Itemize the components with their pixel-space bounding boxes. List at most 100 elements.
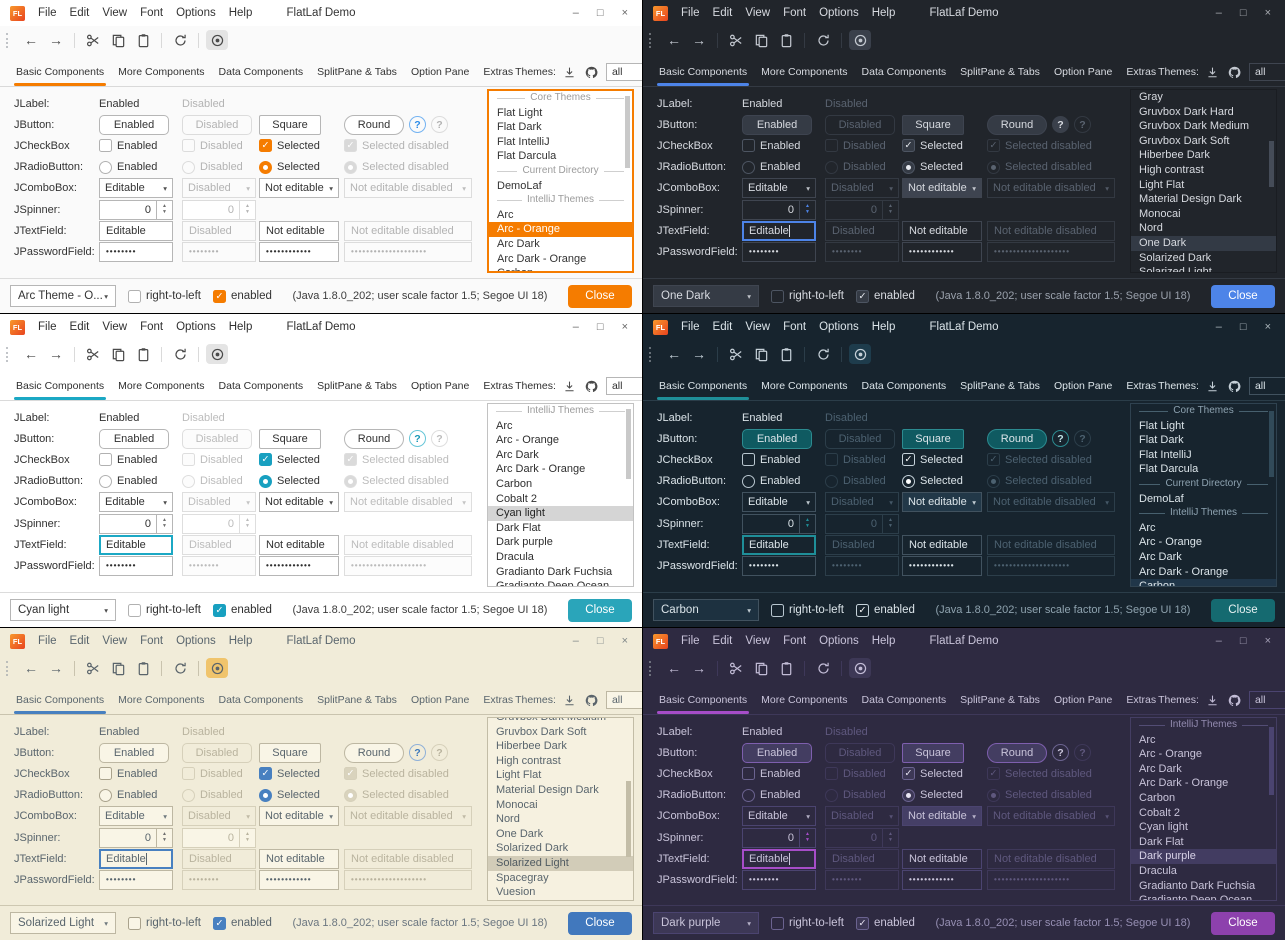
theme-list-item[interactable]: IntelliJ Themes xyxy=(488,404,633,419)
theme-list-item[interactable]: Solarized Dark xyxy=(496,842,569,855)
checkbox-enabled[interactable]: Enabled xyxy=(99,139,182,153)
back-button[interactable]: ← xyxy=(24,346,38,362)
textfield-editable[interactable]: Editable xyxy=(742,848,816,869)
theme-list-item[interactable]: Light Flat xyxy=(1139,178,1185,191)
spinner-enabled[interactable]: 0 ▲ ▼ xyxy=(742,827,816,848)
round-button[interactable]: Round xyxy=(344,114,404,135)
spinner-enabled[interactable]: 0 ▲ ▼ xyxy=(99,827,173,848)
spinner-arrows-icon[interactable]: ▲ ▼ xyxy=(156,514,172,533)
forward-button[interactable]: → xyxy=(49,660,63,676)
checkbox-enabled[interactable]: Enabled xyxy=(99,767,182,781)
theme-list-item[interactable]: Flat Light xyxy=(1139,419,1185,432)
close-dialog-button[interactable]: Close xyxy=(1211,598,1275,622)
theme-selector-combo[interactable]: Solarized Light ▾ xyxy=(10,912,116,934)
tab[interactable]: Option Pane xyxy=(410,380,470,392)
passwordfield-enabled[interactable]: •••••••• xyxy=(99,869,173,890)
radio-selected[interactable]: Selected xyxy=(259,160,344,174)
theme-filter-combo[interactable]: all▾ xyxy=(1248,377,1285,395)
theme-list-item[interactable]: Solarized Light xyxy=(488,855,633,871)
menu-item[interactable]: Edit xyxy=(712,7,733,19)
tab[interactable]: Basic Components xyxy=(657,380,750,400)
theme-list-item[interactable]: Dracula xyxy=(496,550,534,563)
help-button[interactable]: ? xyxy=(1052,116,1069,134)
theme-list-item[interactable]: DemoLaf xyxy=(1139,492,1184,505)
tab[interactable]: More Components xyxy=(761,694,848,706)
scrollbar-thumb[interactable] xyxy=(626,781,631,857)
square-button[interactable]: Square xyxy=(259,742,321,763)
square-button[interactable]: Square xyxy=(902,428,964,449)
checkbox-selected[interactable]: Selected xyxy=(902,453,987,467)
theme-list-item[interactable]: Arc - Orange xyxy=(1139,748,1202,761)
radio-enabled[interactable]: Enabled xyxy=(742,160,825,174)
theme-list-item[interactable]: Arc xyxy=(1139,733,1156,746)
passwordfield-not-editable[interactable]: •••••••••••• xyxy=(259,555,339,576)
minimize-button[interactable]: – xyxy=(572,635,579,647)
menu-item[interactable]: Edit xyxy=(69,635,90,647)
passwordfield-enabled[interactable]: •••••••• xyxy=(99,241,173,262)
forward-button[interactable]: → xyxy=(692,660,706,676)
textfield-not-editable[interactable]: Not editable xyxy=(902,848,982,869)
paste-icon[interactable] xyxy=(775,30,797,50)
minimize-button[interactable]: – xyxy=(572,321,579,333)
theme-list-item[interactable]: Core Themes xyxy=(489,91,632,106)
tab[interactable]: Data Components xyxy=(218,694,304,706)
close-window-button[interactable]: × xyxy=(1264,321,1271,333)
help-button[interactable]: ? xyxy=(409,744,426,762)
theme-list-item[interactable]: Arc - Orange xyxy=(489,222,632,237)
download-icon[interactable] xyxy=(562,378,578,394)
copy-icon[interactable] xyxy=(107,658,129,678)
refresh-icon[interactable] xyxy=(812,658,834,678)
theme-list-item[interactable]: Dracula xyxy=(1139,864,1177,877)
tab[interactable]: Option Pane xyxy=(1053,694,1113,706)
tab[interactable]: Option Pane xyxy=(1053,380,1113,392)
theme-selector-combo[interactable]: Cyan light ▾ xyxy=(10,599,116,621)
theme-list-item[interactable]: Arc xyxy=(1139,521,1156,534)
menu-item[interactable]: Options xyxy=(176,321,216,333)
menu-item[interactable]: Edit xyxy=(69,321,90,333)
textfield-editable[interactable]: Editable xyxy=(99,220,173,241)
textfield-editable[interactable]: Editable xyxy=(99,848,173,869)
theme-list-item[interactable]: One Dark xyxy=(496,827,544,840)
theme-list-item[interactable]: Nord xyxy=(496,813,520,826)
theme-list-item[interactable]: Arc Dark xyxy=(1139,762,1182,775)
enabled-button[interactable]: Enabled xyxy=(742,114,812,135)
menu-item[interactable]: Options xyxy=(819,321,859,333)
tab[interactable]: SplitPane & Tabs xyxy=(960,66,1040,78)
menu-item[interactable]: Edit xyxy=(712,321,733,333)
theme-list-item[interactable]: Arc - Orange xyxy=(1139,536,1202,549)
theme-list-item[interactable]: Gradianto Deep Ocean xyxy=(1139,894,1253,901)
menu-item[interactable]: Options xyxy=(819,635,859,647)
right-to-left-checkbox[interactable]: right-to-left xyxy=(771,916,844,930)
round-button[interactable]: Round xyxy=(344,428,404,449)
radio-enabled[interactable]: Enabled xyxy=(742,788,825,802)
theme-list-item[interactable]: Flat IntelliJ xyxy=(497,135,550,148)
close-window-button[interactable]: × xyxy=(1264,7,1271,19)
tab[interactable]: Basic Components xyxy=(14,380,107,400)
theme-list-item[interactable]: Solarized Dark xyxy=(1139,251,1212,264)
theme-selector-combo[interactable]: Carbon ▾ xyxy=(653,599,759,621)
theme-filter-combo[interactable]: all▾ xyxy=(1248,691,1285,709)
theme-list-item[interactable]: Flat Dark xyxy=(497,121,542,134)
theme-list-item[interactable]: Arc - Orange xyxy=(496,434,559,447)
enabled-checkbox[interactable]: enabled xyxy=(212,916,272,930)
eye-toggle-button[interactable] xyxy=(849,30,871,50)
menu-item[interactable]: Help xyxy=(228,321,253,333)
menu-item[interactable]: Options xyxy=(176,7,216,19)
refresh-icon[interactable] xyxy=(169,344,191,364)
close-window-button[interactable]: × xyxy=(1264,635,1271,647)
copy-icon[interactable] xyxy=(107,30,129,50)
cut-icon[interactable] xyxy=(725,30,747,50)
help-button[interactable]: ? xyxy=(1052,430,1069,448)
combobox-editable[interactable]: Editable ▾ xyxy=(99,806,173,827)
radio-selected[interactable]: Selected xyxy=(902,474,987,488)
back-button[interactable]: ← xyxy=(24,32,38,48)
tab[interactable]: SplitPane & Tabs xyxy=(960,380,1040,392)
spinner-enabled[interactable]: 0 ▲ ▼ xyxy=(742,199,816,220)
combobox-editable[interactable]: Editable ▾ xyxy=(742,806,816,827)
theme-list-item[interactable]: Flat Dark xyxy=(1139,434,1184,447)
minimize-button[interactable]: – xyxy=(572,7,579,19)
tab[interactable]: Extras xyxy=(1126,66,1157,78)
checkbox-selected[interactable]: Selected xyxy=(902,139,987,153)
passwordfield-not-editable[interactable]: •••••••••••• xyxy=(902,869,982,890)
checkbox-selected[interactable]: Selected xyxy=(259,139,344,153)
